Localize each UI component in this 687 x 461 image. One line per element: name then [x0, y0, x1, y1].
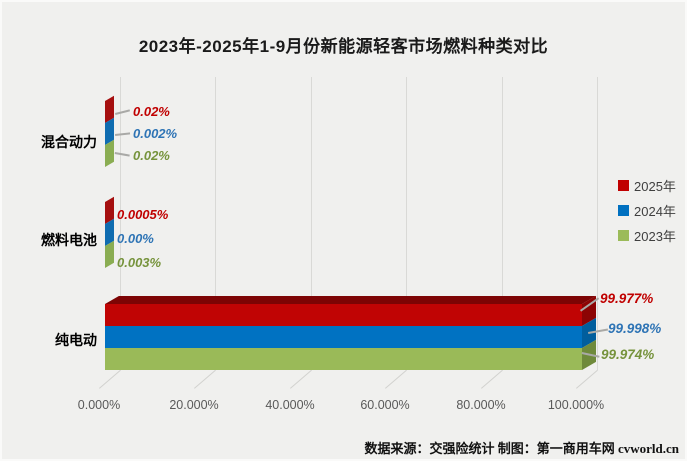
legend-swatch-2024-icon	[618, 205, 629, 216]
chart-title: 2023年-2025年1-9月份新能源轻客市场燃料种类对比	[138, 37, 549, 56]
gridline-0	[120, 77, 121, 370]
floor-tick-100	[576, 369, 598, 389]
category-label-ev: 纯电动	[55, 334, 97, 349]
floor-tick-80	[481, 369, 503, 389]
bar-ev-2024	[105, 326, 582, 348]
data-source-note: 数据来源：交强险统计 制图：第一商用车网 cvworld.cn	[364, 441, 679, 456]
value-label-ev-2025: 99.977%	[600, 291, 654, 306]
category-label-hybrid: 混合动力	[41, 136, 97, 151]
x-tick-label-60: 60.000%	[360, 398, 410, 412]
floor-tick-20	[194, 369, 216, 389]
legend-label-2024: 2024年	[634, 204, 676, 219]
bar-hybrid-2023	[105, 139, 114, 167]
bar-fuelcell-2023	[105, 240, 114, 268]
floor-tick-40	[290, 369, 312, 389]
bar-ev-2025-top	[105, 296, 596, 304]
legend-label-2023: 2023年	[634, 229, 676, 244]
legend-swatch-2025-icon	[618, 180, 629, 191]
legend-swatch-2023-icon	[618, 230, 629, 241]
leader-hybrid-2024	[115, 132, 131, 136]
value-label-hybrid-2024: 0.002%	[133, 126, 178, 141]
leader-hybrid-2025	[115, 109, 130, 115]
x-tick-label-80: 80.000%	[456, 398, 506, 412]
value-label-ev-2023: 99.974%	[601, 347, 655, 362]
bar-ev-2023	[105, 348, 582, 370]
bar-ev-2025	[105, 304, 582, 326]
leader-hybrid-2023	[114, 152, 130, 157]
x-tick-label-20: 20.000%	[169, 398, 219, 412]
x-tick-label-0: 0.000%	[77, 398, 121, 412]
legend-item-2025: 2025年	[618, 178, 676, 194]
value-label-hybrid-2025: 0.02%	[133, 104, 170, 119]
category-label-fuelcell: 燃料电池	[41, 234, 97, 249]
legend-item-2024: 2024年	[618, 203, 676, 219]
value-label-hybrid-2023: 0.02%	[133, 148, 170, 163]
legend-item-2023: 2023年	[618, 228, 676, 244]
gridline-20	[215, 77, 216, 370]
value-label-fuelcell-2024: 0.00%	[117, 231, 154, 246]
gridline-80	[502, 77, 503, 370]
floor-tick-60	[385, 369, 407, 389]
legend: 2025年 2024年 2023年	[618, 178, 676, 253]
x-tick-label-100: 100.000%	[547, 398, 605, 412]
gridline-40	[311, 77, 312, 370]
gridline-60	[406, 77, 407, 370]
value-label-fuelcell-2025: 0.0005%	[117, 207, 169, 222]
floor-tick-0	[99, 369, 121, 389]
value-label-fuelcell-2023: 0.003%	[117, 255, 162, 270]
gridline-100	[597, 77, 598, 370]
legend-label-2025: 2025年	[634, 179, 676, 194]
value-label-ev-2024: 99.998%	[608, 321, 662, 336]
x-tick-label-40: 40.000%	[265, 398, 315, 412]
